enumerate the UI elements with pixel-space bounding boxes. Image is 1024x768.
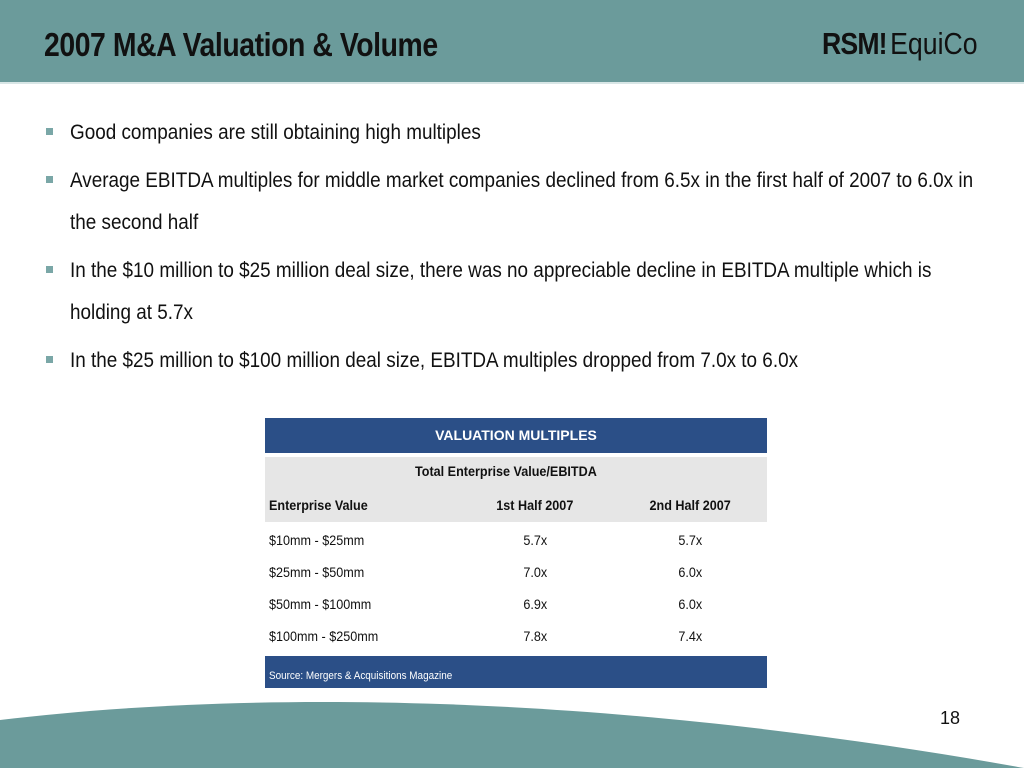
footer-wave-decoration	[0, 701, 1024, 768]
cell-text: 7.0x	[523, 564, 547, 580]
table-row: $50mm - $100mm 6.9x 6.0x	[265, 588, 767, 620]
cell-text: 7.4x	[678, 628, 702, 644]
table-header-block: Total Enterprise Value/EBITDA Enterprise…	[265, 457, 767, 522]
logo-rsm-text: RSM!	[822, 26, 888, 61]
table-cell-second-half: 5.7x	[615, 524, 765, 556]
cell-text: 6.0x	[678, 596, 702, 612]
bullet-item: In the $10 million to $25 million deal s…	[44, 250, 984, 334]
bullet-text: In the $10 million to $25 million deal s…	[70, 259, 932, 324]
table-cell-range: $50mm - $100mm	[269, 588, 383, 620]
table-cell-range: $10mm - $25mm	[269, 524, 375, 556]
table-row: $25mm - $50mm 7.0x 6.0x	[265, 556, 767, 588]
table-title: VALUATION MULTIPLES	[265, 418, 767, 453]
cell-text: $100mm - $250mm	[269, 628, 379, 644]
valuation-table: VALUATION MULTIPLES Total Enterprise Val…	[265, 418, 767, 688]
table-cell-second-half: 6.0x	[615, 556, 765, 588]
page-number: 18	[940, 708, 961, 728]
cell-text: $10mm - $25mm	[269, 532, 365, 548]
bullet-item: Good companies are still obtaining high …	[44, 112, 984, 154]
cell-text: 5.7x	[678, 532, 702, 548]
table-cell-first-half: 6.9x	[455, 588, 615, 620]
table-cell-range: $25mm - $50mm	[269, 556, 375, 588]
table-cell-second-half: 7.4x	[615, 620, 765, 652]
bullet-square-icon	[46, 356, 53, 363]
bullet-text: In the $25 million to $100 million deal …	[70, 349, 799, 372]
bullet-square-icon	[46, 176, 53, 183]
table-super-header: Total Enterprise Value/EBITDA	[265, 463, 767, 479]
cell-text: $50mm - $100mm	[269, 596, 372, 612]
bullet-square-icon	[46, 128, 53, 135]
cell-text: 7.8x	[523, 628, 547, 644]
table-super-header-text: Total Enterprise Value/EBITDA	[414, 463, 597, 479]
column-header-enterprise-value: Enterprise Value	[269, 497, 379, 513]
bullet-text: Good companies are still obtaining high …	[70, 121, 481, 144]
column-header-text: 1st Half 2007	[496, 497, 574, 513]
bullet-item: In the $25 million to $100 million deal …	[44, 340, 984, 382]
table-source-note: Source: Mergers & Acquisitions Magazine	[265, 656, 767, 688]
table-cell-first-half: 5.7x	[455, 524, 615, 556]
bullet-text: Average EBITDA multiples for middle mark…	[70, 169, 974, 234]
source-text: Source: Mergers & Acquisitions Magazine	[269, 670, 453, 682]
bullet-square-icon	[46, 266, 53, 273]
rsm-equico-logo: RSM! EquiCo	[822, 26, 978, 62]
footer-wave-shape	[0, 701, 1024, 768]
column-header-second-half: 2nd Half 2007	[615, 497, 765, 513]
table-row: $100mm - $250mm 7.8x 7.4x	[265, 620, 767, 652]
table-cell-second-half: 6.0x	[615, 588, 765, 620]
cell-text: $25mm - $50mm	[269, 564, 365, 580]
bullet-list: Good companies are still obtaining high …	[44, 112, 984, 388]
table-cell-first-half: 7.8x	[455, 620, 615, 652]
table-cell-range: $100mm - $250mm	[269, 620, 390, 652]
cell-text: 6.9x	[523, 596, 547, 612]
page-title: 2007 M&A Valuation & Volume	[44, 26, 438, 63]
column-header-text: Enterprise Value	[269, 497, 368, 513]
column-header-text: 2nd Half 2007	[649, 497, 731, 513]
table-cell-first-half: 7.0x	[455, 556, 615, 588]
column-header-first-half: 1st Half 2007	[455, 497, 615, 513]
header-bar: 2007 M&A Valuation & Volume RSM! EquiCo	[0, 0, 1024, 84]
table-body: $10mm - $25mm 5.7x 5.7x $25mm - $50mm 7.…	[265, 522, 767, 652]
table-row: $10mm - $25mm 5.7x 5.7x	[265, 524, 767, 556]
logo-equico-text: EquiCo	[890, 26, 978, 61]
cell-text: 6.0x	[678, 564, 702, 580]
bullet-item: Average EBITDA multiples for middle mark…	[44, 160, 984, 244]
cell-text: 5.7x	[523, 532, 547, 548]
